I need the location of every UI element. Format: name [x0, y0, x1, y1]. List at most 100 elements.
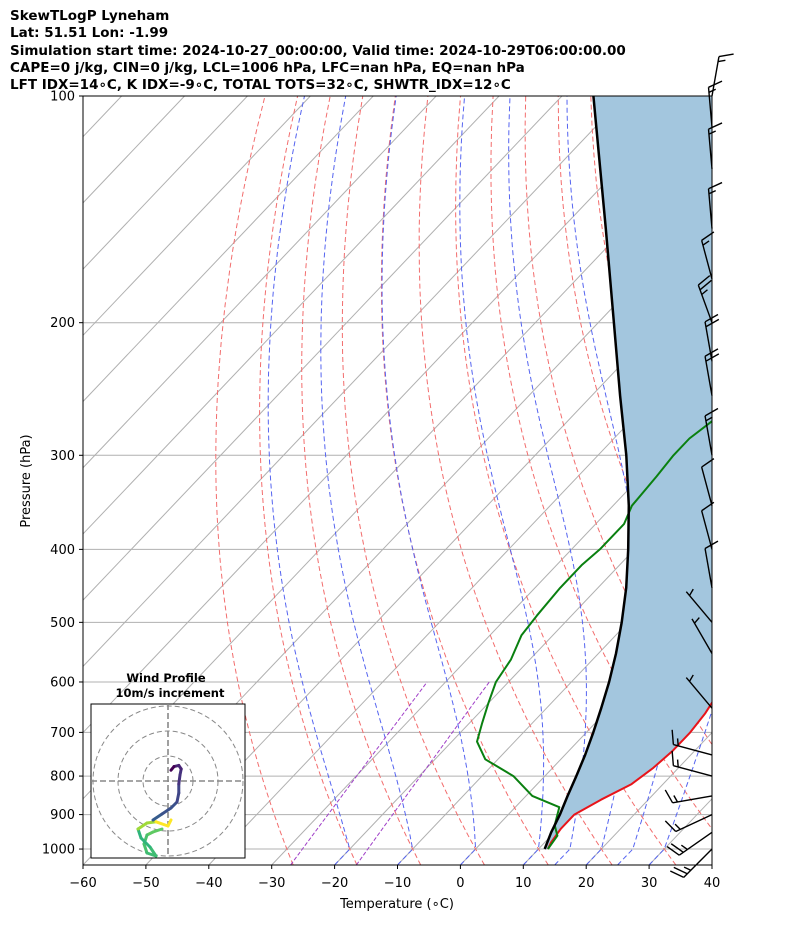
y-tick-label: 500 [50, 616, 75, 631]
isotherm-line [83, 96, 374, 403]
plot-area [83, 96, 794, 865]
wind-barb-shaft [685, 677, 713, 709]
wind-barb-shaft [700, 240, 713, 280]
wind-barb-flag [708, 122, 723, 130]
x-axis-label: Temperature (∘C) [339, 897, 454, 912]
hodograph-trace-low [151, 827, 164, 834]
wind-barb-shaft [700, 510, 713, 550]
x-tick-label: −50 [132, 876, 159, 891]
wind-barbs [664, 53, 734, 878]
mixing-ratio-line [290, 681, 428, 865]
wind-barb-shaft [673, 765, 713, 777]
y-tick-label: 1000 [42, 843, 75, 858]
hodograph-trace-upper [177, 773, 182, 786]
x-tick-label: 40 [704, 876, 721, 891]
wind-barb-shaft [704, 548, 713, 589]
wind-barb-halfflag [676, 759, 679, 768]
wind-barb [685, 588, 713, 623]
dry-adiabat [418, 96, 613, 865]
hodograph-trace-low [145, 820, 158, 825]
wind-barb [700, 458, 715, 506]
x-tick-label: 0 [456, 876, 464, 891]
wind-barb-halfflag [693, 617, 700, 624]
y-tick-label: 900 [50, 808, 75, 823]
wind-barb-flag [705, 353, 720, 362]
wind-barb [669, 848, 713, 878]
wind-barb-flag [666, 846, 680, 856]
wind-barb-flag [669, 870, 685, 878]
y-axis-label: Pressure (hPa) [19, 434, 34, 527]
temperature-line [546, 700, 712, 850]
isotherm-line [711, 864, 712, 865]
wind-barb-shaft [683, 848, 713, 878]
hodograph-trace-upper [151, 812, 164, 822]
x-tick-label: −30 [258, 876, 285, 891]
simulation-times: Simulation start time: 2024-10-27_00:00:… [10, 42, 626, 59]
hodograph-trace-low [139, 836, 152, 849]
wind-barb-halfflag [688, 674, 694, 682]
isotherm-line [83, 96, 311, 337]
wind-barb [704, 540, 719, 589]
wind-barb-halfflag [708, 190, 716, 195]
dry-adiabat [455, 96, 677, 865]
isotherm-line [83, 96, 626, 668]
wind-barb-shaft [704, 415, 713, 456]
dry-adiabat [380, 96, 549, 865]
wind-barb-shaft [673, 743, 713, 756]
moist-adiabat [267, 96, 351, 865]
wind-barb-flag [664, 820, 677, 832]
wind-barb-flag [673, 866, 688, 875]
wind-barb-shaft [707, 188, 713, 229]
isotherm-line [83, 96, 248, 270]
wind-barb-halfflag [688, 588, 694, 596]
isotherm-line [83, 96, 437, 469]
wind-barb-halfflag [676, 738, 679, 746]
hodograph-trace-low [166, 818, 173, 828]
x-tick-label: 10 [515, 876, 532, 891]
wind-barb-halfflag [674, 823, 681, 830]
moist-adiabat [566, 96, 639, 865]
y-tick-label: 600 [50, 675, 75, 690]
wind-barb [664, 789, 713, 804]
isotherm-line [208, 334, 712, 865]
wind-barb [664, 813, 713, 833]
y-tick-label: 400 [50, 543, 75, 558]
wind-barb-shaft [700, 466, 713, 506]
dry-adiabat [721, 96, 794, 865]
y-tick-label: 700 [50, 726, 75, 741]
isotherm-line [83, 96, 689, 734]
hodograph-inset: Wind Profile 10m/s increment [90, 671, 246, 859]
wind-barb-flag [701, 458, 715, 468]
wind-barb-shaft [697, 284, 713, 323]
wind-barb-flag [705, 318, 720, 328]
stability-indices-2: LFT IDX=14∘C, K IDX=-9∘C, TOTAL TOTS=32∘… [10, 77, 511, 94]
dry-adiabat [786, 96, 794, 865]
wind-barb-shaft [685, 591, 713, 623]
hodograph-trace-low [136, 827, 143, 840]
isotherm-line [397, 533, 712, 865]
x-tick-label: −40 [195, 876, 222, 891]
parcel-line [543, 96, 631, 850]
wind-barb-flag [708, 80, 723, 88]
wind-barb [697, 275, 713, 323]
wind-barb [691, 617, 713, 654]
hodograph-trace-low [136, 821, 149, 831]
wind-barb-flag [704, 407, 719, 417]
wind-barb [671, 750, 713, 777]
dry-adiabat [490, 96, 712, 830]
dry-adiabat [259, 96, 358, 865]
wind-barb-halfflag [683, 866, 692, 871]
wind-barb-shaft [707, 129, 713, 170]
hodograph-trace-upper [175, 791, 181, 804]
wind-barb-flag [704, 313, 719, 323]
y-tick-label: 100 [50, 90, 75, 105]
isotherm-line [585, 731, 712, 865]
chart-header: SkewTLogP Lyneham Lat: 51.51 Lon: -1.99 … [10, 8, 626, 94]
x-tick-label: −10 [384, 876, 411, 891]
wind-barb-flag [664, 789, 674, 804]
wind-barb-shaft [711, 56, 720, 97]
dry-adiabat [754, 96, 794, 865]
wind-barb [666, 831, 713, 856]
wind-barb-shaft [704, 321, 713, 362]
hodograph-trace-upper [169, 765, 176, 772]
